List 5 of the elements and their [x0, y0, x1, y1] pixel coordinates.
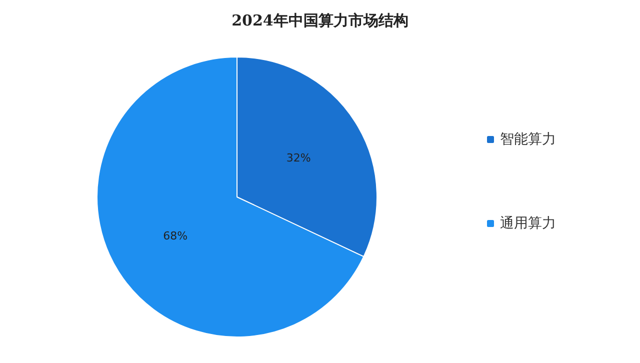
chart-title: 2024年中国算力市场结构	[232, 12, 408, 30]
legend-label: 智能算力	[500, 132, 556, 148]
data-label: 32%	[286, 151, 311, 164]
data-label: 68%	[163, 230, 188, 243]
legend-label: 通用算力	[500, 216, 556, 232]
